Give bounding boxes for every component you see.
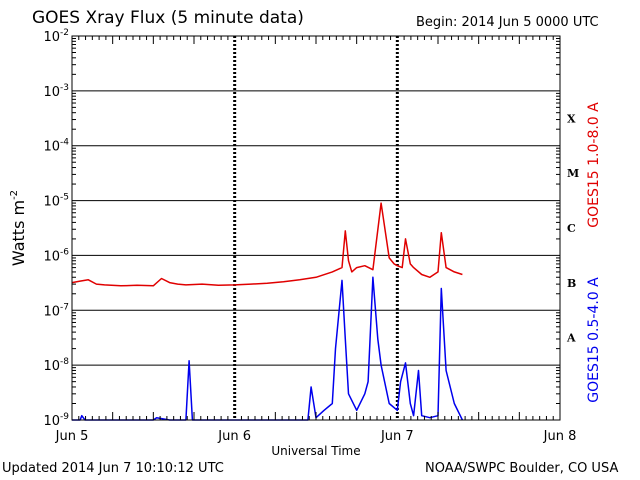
y-axis-title-base: Watts m — [9, 200, 28, 266]
x-tick-label: Jun 8 — [543, 429, 577, 444]
updated-timestamp: Updated 2014 Jun 7 10:10:12 UTC — [2, 461, 224, 476]
y-tick-label: 10-2 — [43, 28, 69, 45]
y-tick-base: 10 — [43, 140, 60, 155]
flare-class-label: M — [567, 167, 579, 180]
flare-class-labels: A B C M X — [566, 112, 579, 344]
y-tick-base: 10 — [43, 249, 60, 264]
grid-lines — [72, 35, 560, 421]
y-tick-label: 10-5 — [43, 193, 69, 210]
y-tick-base: 10 — [43, 359, 60, 374]
x-tick-label: Jun 5 — [55, 429, 89, 444]
y-tick-label: 10-6 — [43, 247, 69, 264]
series-long-channel — [71, 202, 463, 287]
y-tick-exp: -8 — [60, 357, 69, 367]
y-tick-base: 10 — [43, 30, 60, 45]
legend-short-channel: GOES15 0.5-4.0 A — [586, 277, 602, 403]
flare-class-label: C — [567, 222, 576, 235]
y-tick-exp: -5 — [60, 193, 69, 203]
y-tick-label: 10-3 — [43, 83, 69, 100]
y-tick-exp: -4 — [60, 138, 69, 148]
y-tick-exp: -2 — [60, 28, 69, 38]
y-tick-label: 10-4 — [43, 138, 69, 155]
flare-class-label: A — [566, 332, 576, 345]
series-lines — [71, 202, 464, 421]
x-tick-label: Jun 6 — [217, 429, 251, 444]
y-tick-base: 10 — [43, 195, 60, 210]
y-tick-label: 10-7 — [43, 302, 69, 319]
chart-title: GOES Xray Flux (5 minute data) — [32, 8, 304, 28]
y-axis-title-sup: -2 — [9, 190, 20, 200]
y-tick-label: 10-8 — [43, 357, 69, 374]
plot-frame — [71, 35, 561, 421]
flare-class-label: X — [567, 112, 576, 125]
y-tick-labels: 10-910-810-710-610-510-410-310-2 — [43, 28, 69, 429]
y-tick-base: 10 — [43, 85, 60, 100]
axis-ticks — [72, 36, 560, 420]
y-axis-title: Watts m-2 — [9, 190, 28, 266]
y-tick-exp: -9 — [60, 412, 69, 422]
y-tick-label: 10-9 — [43, 412, 69, 429]
x-tick-label: Jun 7 — [380, 429, 414, 444]
begin-date-label: Begin: 2014 Jun 5 0000 UTC — [416, 15, 599, 30]
x-axis-title: Universal Time — [271, 444, 360, 458]
y-tick-exp: -6 — [60, 247, 69, 257]
flare-class-label: B — [567, 277, 576, 290]
x-tick-labels: Jun 5 Jun 6 Jun 7 Jun 8 — [55, 429, 577, 444]
y-tick-exp: -7 — [60, 302, 69, 312]
y-tick-base: 10 — [43, 304, 60, 319]
series-short-channel — [72, 276, 464, 421]
y-tick-base: 10 — [43, 414, 60, 429]
legend-long-channel: GOES15 1.0-8.0 A — [586, 102, 602, 228]
data-credit: NOAA/SWPC Boulder, CO USA — [425, 461, 619, 476]
y-tick-exp: -3 — [60, 83, 69, 93]
